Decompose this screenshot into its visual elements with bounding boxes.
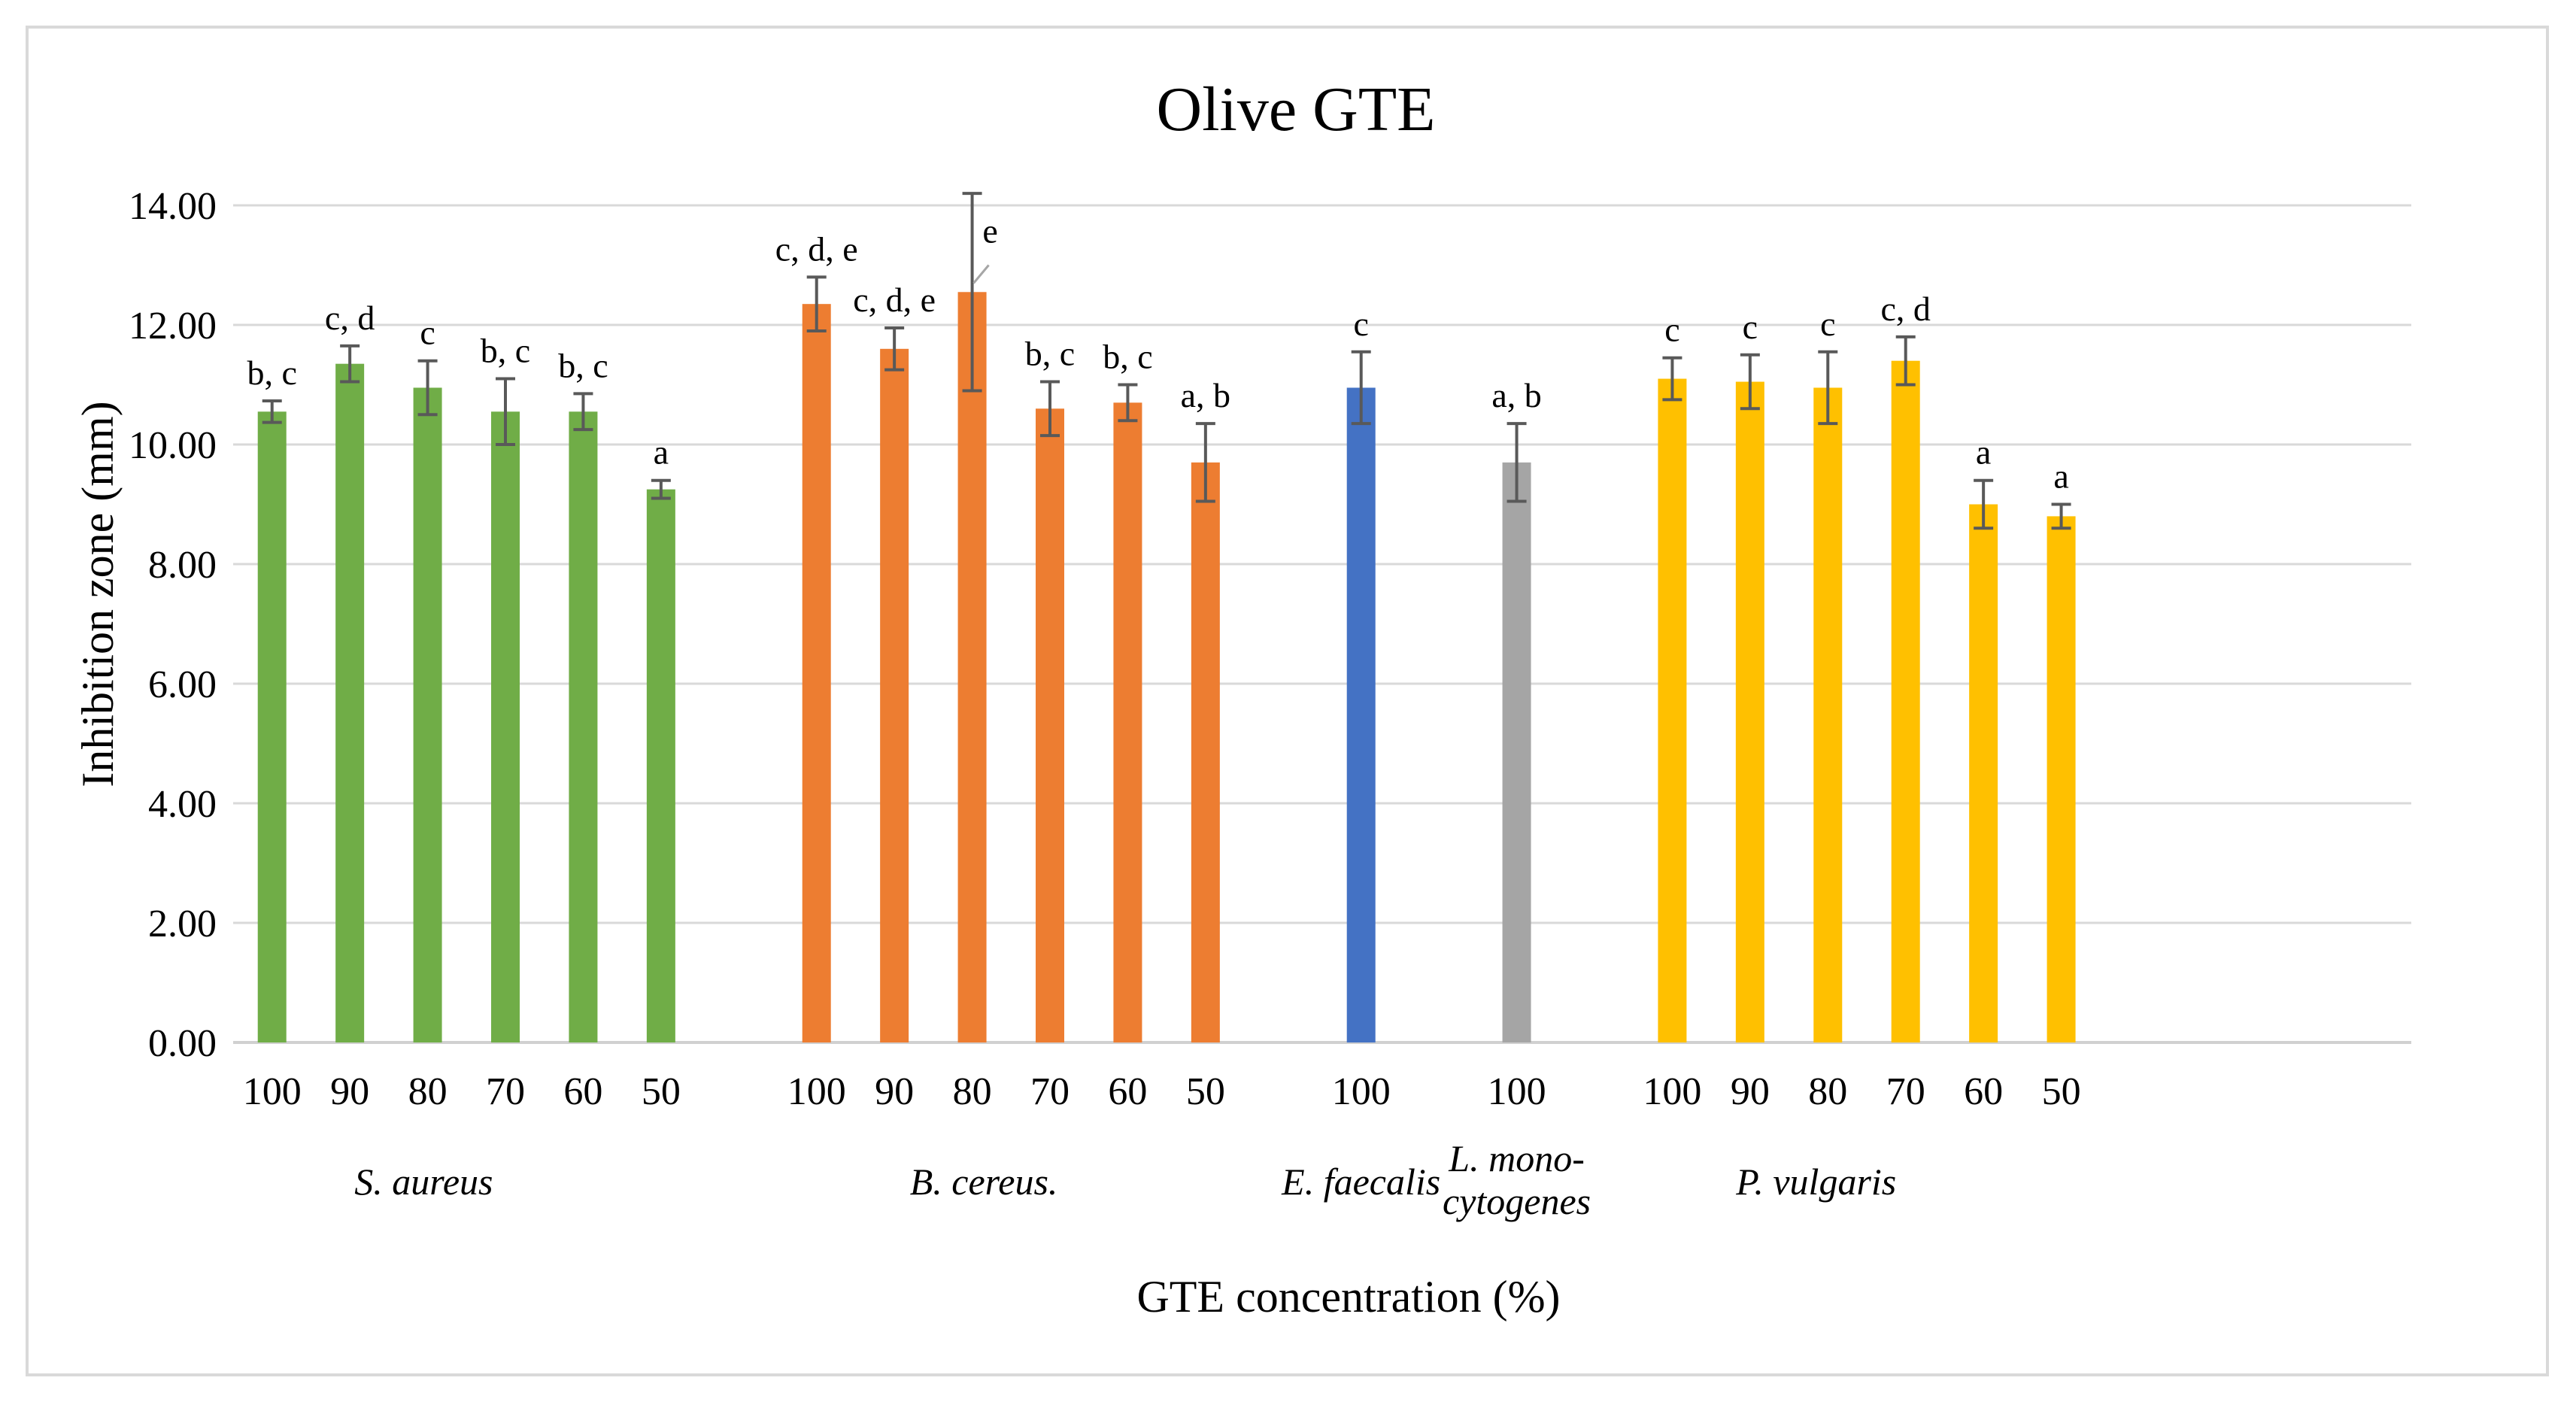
significance-label: a: [1976, 433, 1991, 472]
label-layer: 0.00 2.00 4.00 6.00 8.00 10.00 12.00 14.00 b, c 1…: [129, 185, 2081, 1222]
significance-label: a: [2053, 457, 2068, 496]
x-tick-label: 90: [875, 1070, 914, 1113]
significance-label: c: [420, 314, 435, 352]
y-tick-label: 4.00: [148, 783, 217, 826]
significance-label: c, d: [325, 299, 375, 337]
bar: [1735, 381, 1764, 1042]
bar: [646, 489, 675, 1042]
chart-svg: Olive GTE Inhibition zone (mm) GTE conce…: [73, 74, 2411, 1322]
y-tick-label: 8.00: [148, 544, 217, 587]
bar: [1346, 387, 1376, 1042]
x-tick-label: 100: [1643, 1070, 1701, 1113]
x-tick-label: 100: [1332, 1070, 1391, 1113]
significance-label: c, d, e: [853, 281, 936, 319]
significance-label: c: [1820, 305, 1835, 343]
x-tick-label: 90: [1731, 1070, 1770, 1113]
group-label: E. faecalis: [1281, 1161, 1440, 1203]
x-tick-label: 80: [1808, 1070, 1847, 1113]
x-tick-label: 100: [787, 1070, 846, 1113]
bar: [1191, 462, 1220, 1042]
x-tick-label: 80: [953, 1070, 992, 1113]
group-label: cytogenes: [1443, 1180, 1591, 1222]
significance-leader: [972, 264, 990, 284]
x-tick-label: 60: [563, 1070, 602, 1113]
bar-layer: [257, 192, 2076, 1042]
x-tick-label: 70: [1886, 1070, 1925, 1113]
x-axis-label: GTE concentration (%): [1136, 1272, 1560, 1322]
bar: [1658, 378, 1687, 1042]
x-tick-label: 50: [642, 1070, 681, 1113]
x-tick-label: 80: [408, 1070, 448, 1113]
significance-label: b, c: [247, 354, 297, 392]
x-tick-label: 60: [1964, 1070, 2003, 1113]
significance-label: c: [1664, 311, 1679, 349]
y-tick-label: 14.00: [129, 185, 217, 228]
significance-label: a: [654, 433, 669, 472]
bar: [491, 411, 520, 1042]
y-axis-label: Inhibition zone (mm): [73, 401, 123, 787]
y-tick-label: 0.00: [148, 1022, 217, 1065]
x-tick-label: 90: [330, 1070, 369, 1113]
significance-label: e: [982, 212, 997, 250]
bar: [1969, 504, 1998, 1042]
y-tick-label: 12.00: [129, 305, 217, 347]
bar: [569, 411, 598, 1042]
bar: [1113, 402, 1142, 1042]
significance-label: c: [1743, 308, 1758, 346]
group-label: S. aureus: [354, 1161, 493, 1203]
x-tick-label: 50: [1186, 1070, 1225, 1113]
bar: [957, 292, 987, 1042]
chart-title: Olive GTE: [1157, 74, 1436, 144]
significance-label: c: [1354, 305, 1369, 343]
bar: [1036, 408, 1064, 1042]
x-tick-label: 50: [2042, 1070, 2081, 1113]
x-tick-label: 70: [1030, 1070, 1070, 1113]
x-tick-label: 60: [1108, 1070, 1147, 1113]
bar: [802, 304, 831, 1042]
x-tick-label: 100: [1488, 1070, 1546, 1113]
bar: [1891, 360, 1920, 1042]
y-tick-label: 6.00: [148, 663, 217, 706]
y-tick-label: 10.00: [129, 424, 217, 467]
significance-label: c, d: [1881, 290, 1931, 328]
bar: [2047, 516, 2076, 1042]
x-tick-label: 70: [486, 1070, 525, 1113]
bar: [1502, 462, 1531, 1042]
group-label: P. vulgaris: [1735, 1161, 1896, 1203]
group-label: B. cereus.: [910, 1161, 1058, 1203]
significance-label: a, b: [1181, 376, 1230, 414]
significance-label: b, c: [1025, 335, 1075, 373]
significance-label: b, c: [481, 332, 530, 370]
significance-label: b, c: [1103, 338, 1152, 376]
bar: [257, 411, 287, 1042]
grid-layer: [233, 204, 2411, 1044]
bar: [335, 363, 365, 1042]
significance-label: c, d, e: [775, 229, 858, 268]
bar: [413, 387, 442, 1042]
y-tick-label: 2.00: [148, 903, 217, 945]
group-label: L. mono-: [1448, 1137, 1585, 1179]
bar: [880, 348, 909, 1042]
bar: [1813, 387, 1843, 1042]
significance-label: b, c: [558, 346, 608, 384]
chart-frame: Olive GTE Inhibition zone (mm) GTE conce…: [26, 26, 2549, 1376]
x-tick-label: 100: [243, 1070, 302, 1113]
significance-label: a, b: [1491, 376, 1541, 414]
